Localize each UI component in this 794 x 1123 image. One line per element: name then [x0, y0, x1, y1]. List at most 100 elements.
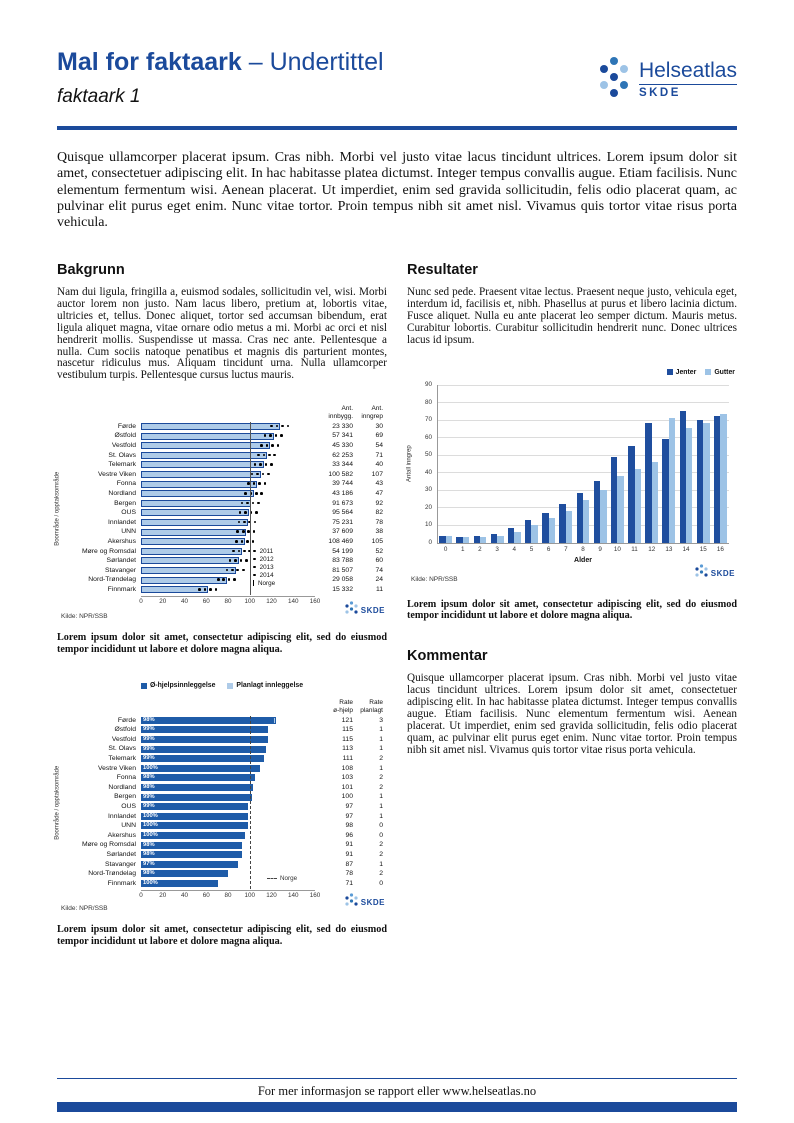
year-marker-dot — [241, 568, 245, 572]
bar-percent-label: 99% — [143, 793, 155, 800]
value-col1: 108 — [341, 764, 353, 772]
area-label: Førde — [117, 716, 136, 724]
value-col2: 3 — [379, 716, 383, 724]
x-axis-label: Alder — [574, 556, 592, 564]
year-marker-dot — [259, 463, 262, 466]
bar-jenter — [679, 410, 687, 543]
value-col1: 81 507 — [332, 566, 353, 574]
year-marker-dot — [245, 559, 248, 562]
bar — [141, 528, 247, 536]
footer-text: For mer informasjon se rapport eller www… — [257, 1084, 537, 1098]
year-marker-dot — [237, 549, 241, 553]
x-tick-label: 40 — [180, 598, 188, 606]
year-marker-dot — [270, 463, 273, 466]
page-title: Mal for faktaark – Undertittel — [57, 48, 384, 77]
year-marker-dot — [248, 520, 252, 524]
value-col2: 52 — [375, 547, 383, 555]
legend-item: 2014 — [253, 571, 275, 579]
value-col1: 87 — [345, 860, 353, 868]
legend-swatch-icon — [705, 369, 712, 376]
bar — [141, 547, 243, 555]
legend-dot-icon — [253, 549, 256, 553]
value-col2: 2 — [379, 754, 383, 762]
value-col1: 115 — [342, 726, 353, 734]
year-marker-dot — [250, 472, 254, 476]
value-col1: 111 — [342, 754, 353, 762]
helseatlas-logo-text: Helseatlas SKDE — [638, 60, 737, 99]
bar-jenter — [576, 493, 583, 543]
value-col1: 43 186 — [332, 489, 353, 497]
area-label: Nord-Trøndelag — [88, 870, 136, 878]
area-label: Akershus — [107, 537, 136, 545]
year-marker-dot — [225, 568, 229, 572]
value-col1: 57 341 — [332, 432, 353, 440]
legend-label: 2014 — [259, 571, 274, 579]
area-label: Nord-Trøndelag — [88, 576, 136, 584]
bar-planlagt-segment — [253, 774, 256, 782]
bar: 98% — [141, 784, 251, 792]
norge-dashed-legend: Norge — [267, 875, 297, 882]
bar — [141, 461, 264, 469]
bar — [141, 586, 209, 594]
bar-planlagt-segment — [239, 841, 243, 849]
year-marker-dot — [263, 482, 267, 486]
x-tick-label: 14 — [682, 545, 690, 553]
value-col1: 23 330 — [332, 422, 353, 430]
year-marker-dot — [198, 588, 202, 591]
year-marker-dot — [243, 520, 246, 524]
value-col2: 24 — [375, 576, 383, 584]
bar-jenter — [645, 423, 652, 543]
x-tick-label: 2 — [478, 545, 482, 553]
resultater-paragraph: Nunc sed pede. Praesent vitae lectus. Pr… — [407, 286, 737, 346]
page-subtitle: faktaark 1 — [57, 86, 141, 107]
year-marker-dot — [216, 578, 220, 582]
column-header-line: ø-hjelp — [333, 706, 353, 714]
year-marker-dot — [247, 530, 250, 534]
column-header-line: Rate — [369, 699, 383, 707]
figure-2-alder-chart: Jenter Gutter 0 10 20 30 40 50 60 70 80 90 0 1 2 3 4 5 6 7 8… — [407, 369, 737, 583]
area-label: Sørlandet — [106, 850, 136, 858]
figure-3-innleggelse-chart: Boområde / opptaksområde Rate ø-hjelp Rate p… — [55, 682, 387, 912]
year-marker-dot — [227, 578, 231, 582]
value-col1: 33 344 — [332, 461, 353, 469]
value-col1: 37 609 — [332, 528, 353, 536]
bar-gutter — [617, 475, 624, 543]
year-marker-dot — [258, 482, 261, 486]
legend-item: Norge — [253, 579, 275, 587]
area-label: Vestfold — [111, 441, 136, 449]
value-col2: 1 — [379, 793, 383, 801]
value-col2: 74 — [375, 566, 383, 574]
bar-planlagt-segment — [246, 803, 249, 811]
value-col2: 78 — [375, 518, 383, 526]
x-tick-label: 12 — [648, 545, 656, 553]
legend-dot-icon — [253, 557, 256, 561]
bar-percent-label: 100% — [143, 812, 158, 819]
area-label: Finnmark — [107, 879, 136, 887]
value-col1: 97 — [345, 812, 353, 820]
norge-reference-line — [249, 422, 251, 596]
year-marker-dot — [246, 540, 249, 543]
bar: 97% — [141, 860, 236, 868]
bar-jenter — [696, 419, 704, 543]
x-tick-label: 20 — [159, 891, 167, 899]
skde-dots-icon — [345, 893, 358, 912]
helseatlas-dots-icon — [599, 56, 630, 103]
legend: Jenter Gutter — [666, 369, 735, 376]
page-title-sub: – Undertittel — [241, 48, 384, 76]
source-label: Kilde: NPR/SSB — [61, 613, 108, 621]
bar-planlagt-segment — [272, 716, 276, 724]
year-marker-dot — [232, 549, 235, 553]
column-header-line: inngrep — [361, 412, 383, 420]
x-tick-label: 80 — [224, 598, 232, 606]
x-tick-label: 7 — [564, 545, 568, 553]
bar-gutter — [548, 517, 556, 543]
year-marker-dot — [273, 453, 277, 457]
bar: 100% — [141, 822, 248, 830]
dashed-line-icon — [267, 877, 277, 879]
value-col2: 38 — [375, 528, 383, 536]
section-heading-kommentar: Kommentar — [407, 648, 488, 665]
legend-label: 2013 — [259, 563, 274, 571]
year-marker-dot — [264, 463, 268, 466]
y-tick-label: 70 — [424, 416, 432, 424]
year-marker-dot — [257, 501, 260, 505]
